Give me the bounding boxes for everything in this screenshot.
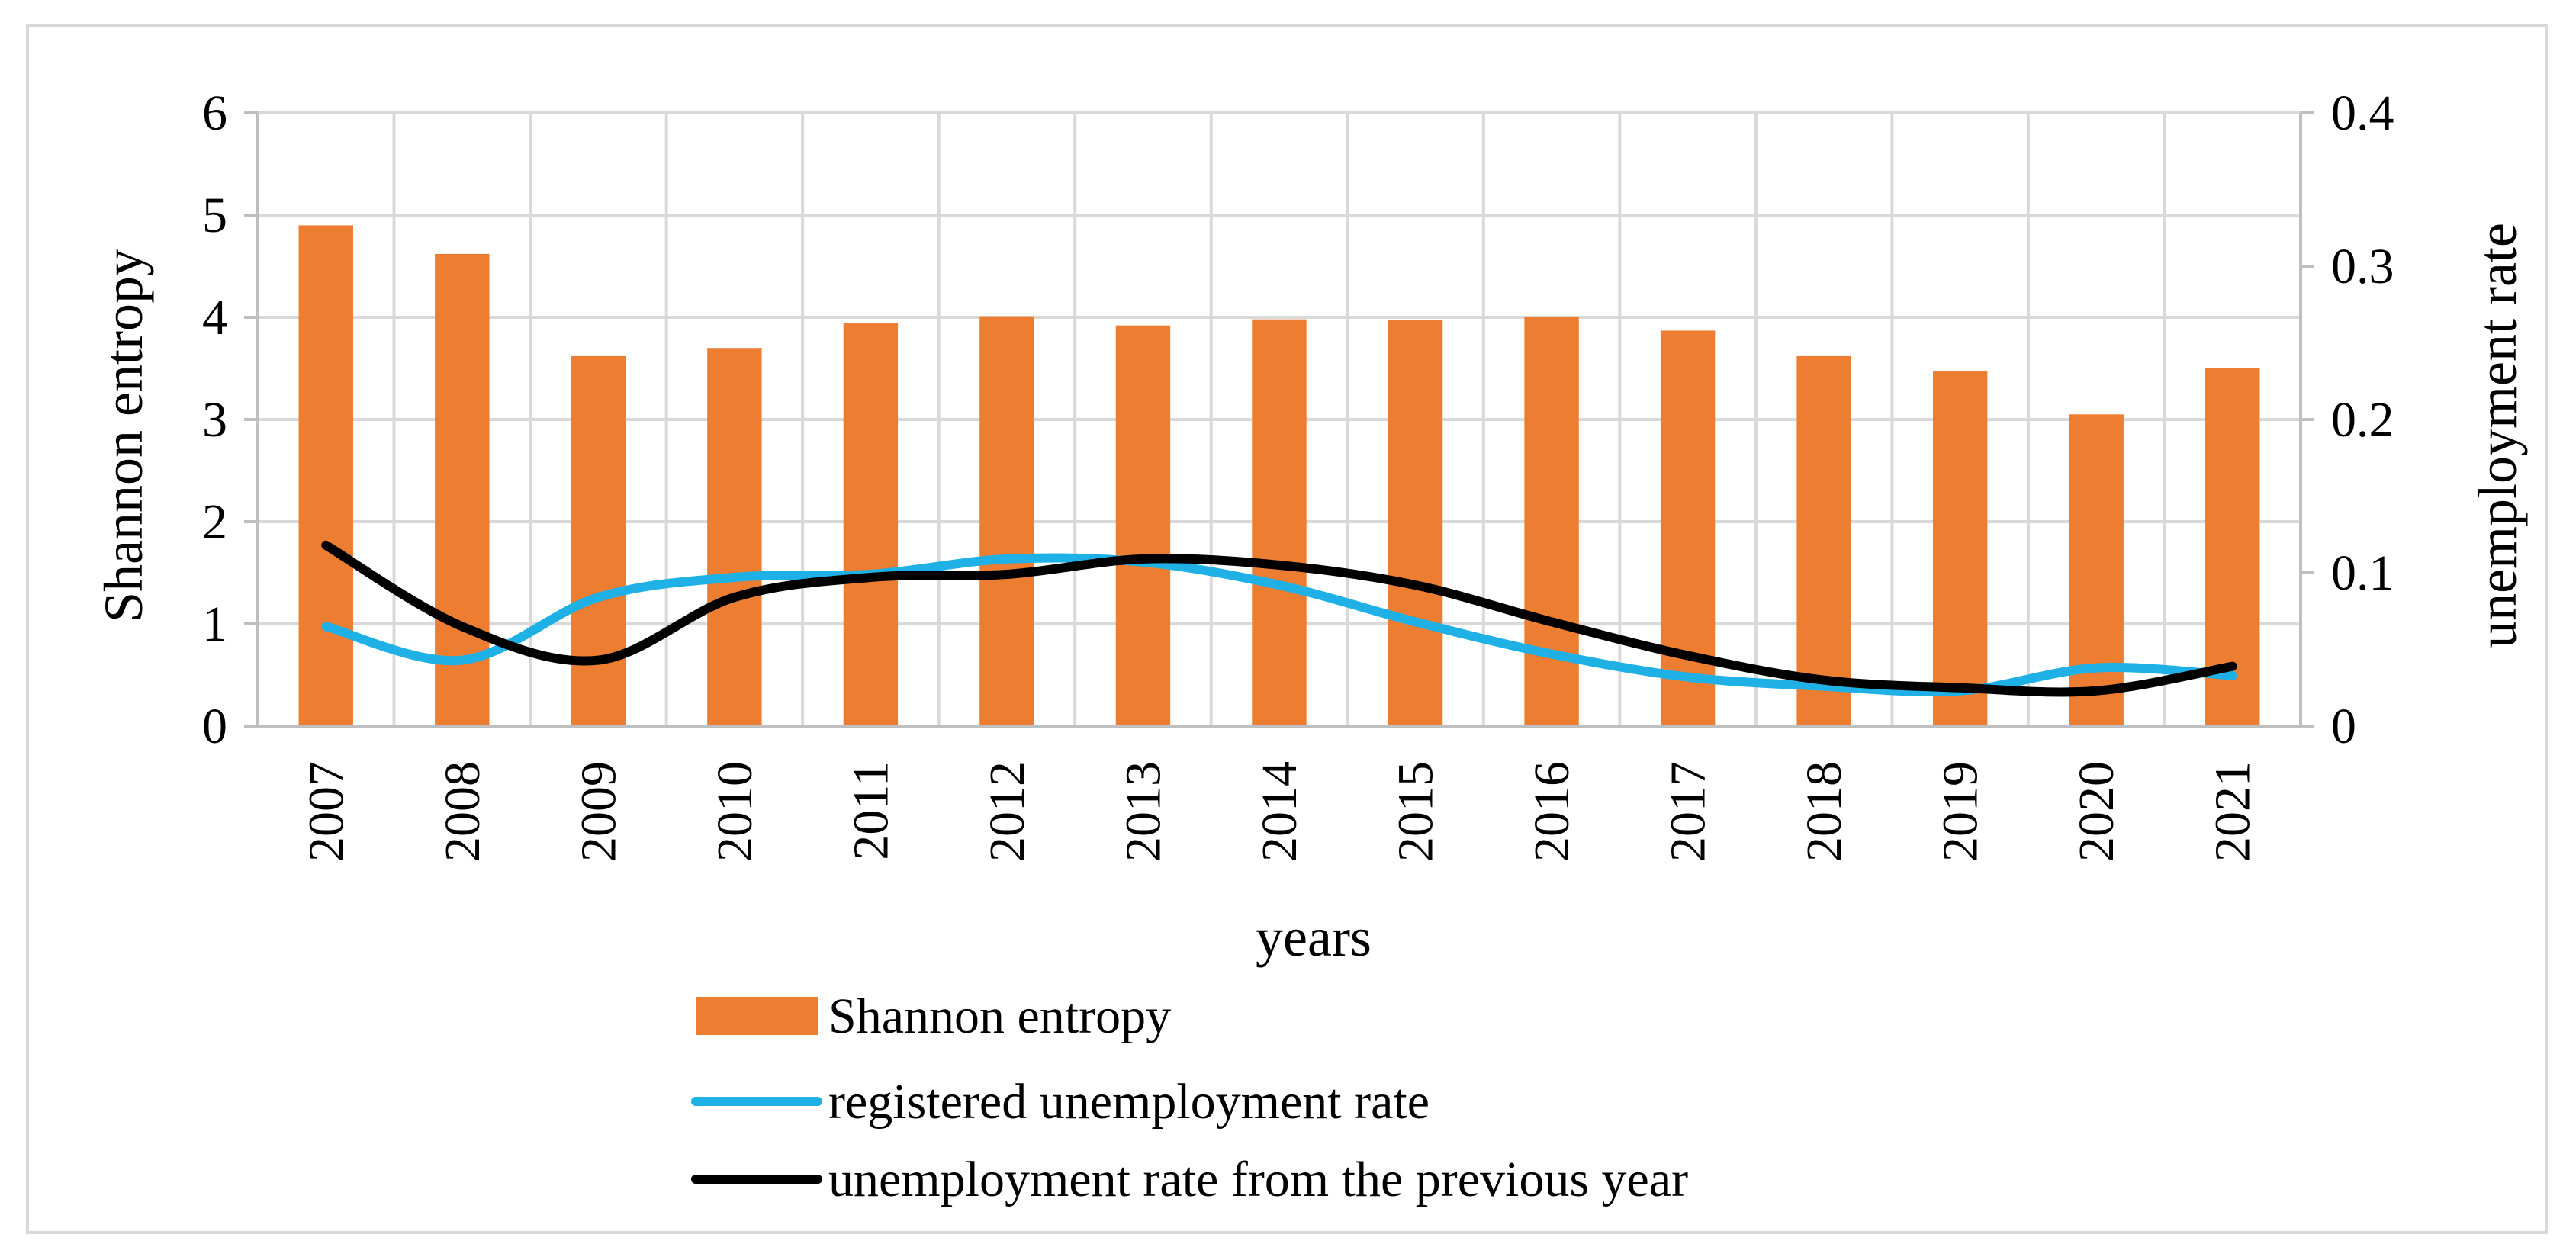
right-tick-label: 0 <box>2331 699 2356 754</box>
bar-shannon-entropy <box>571 355 626 726</box>
x-tick-label: 2018 <box>1796 761 1852 862</box>
bar-shannon-entropy <box>843 323 899 726</box>
bar-shannon-entropy <box>1115 325 1171 727</box>
x-tick-label: 2014 <box>1252 761 1307 862</box>
right-axis-ticks: 0 0.1 0.2 0.3 0.4 <box>2301 85 2394 754</box>
left-tick-label: 6 <box>202 85 227 141</box>
x-tick-label: 2013 <box>1115 761 1171 862</box>
x-tick-label: 2007 <box>298 761 354 862</box>
x-tick-label: 2010 <box>707 761 763 862</box>
bar-shannon-entropy <box>435 253 490 726</box>
x-tick-label: 2019 <box>1933 761 1989 862</box>
bar-shannon-entropy <box>2069 414 2124 726</box>
bar-shannon-entropy <box>1388 320 1443 726</box>
x-tick-label: 2009 <box>571 761 626 862</box>
left-tick-label: 3 <box>202 392 227 448</box>
legend: Shannon entropy registered unemployment … <box>691 988 1688 1207</box>
left-tick-label: 2 <box>202 494 227 550</box>
left-tick-label: 4 <box>202 290 227 346</box>
right-tick-label: 0.4 <box>2331 85 2394 141</box>
line-previous-year-rate <box>321 540 2237 697</box>
line-registered-unemployment-rate <box>321 553 2237 696</box>
left-axis-label: Shannon entropy <box>93 249 154 622</box>
bar-shannon-entropy <box>1660 330 1716 726</box>
right-tick-label: 0.1 <box>2331 545 2394 601</box>
x-tick-label: 2017 <box>1661 761 1716 862</box>
legend-swatch-shannon-entropy <box>696 997 818 1035</box>
bar-shannon-entropy <box>707 348 762 726</box>
x-tick-label: 2021 <box>2205 761 2261 862</box>
x-tick-label: 2008 <box>435 761 490 862</box>
bar-shannon-entropy <box>298 225 353 726</box>
right-axis-label: unemployment rate <box>2467 223 2528 648</box>
x-tick-label: 2016 <box>1524 761 1580 862</box>
bar-shannon-entropy <box>1932 371 1988 726</box>
x-tick-label: 2011 <box>843 761 899 860</box>
legend-label-registered-unemployment-rate: registered unemployment rate <box>828 1074 1430 1130</box>
left-axis-ticks: 0 1 2 3 4 5 6 <box>202 85 258 754</box>
x-axis-ticks: 2007 2008 2009 2010 2011 2012 2013 2014 2015 2016… <box>298 761 2260 862</box>
bar-shannon-entropy <box>1524 317 1579 726</box>
x-axis-label: years <box>1256 907 1372 968</box>
bar-shannon-entropy <box>1252 319 1307 726</box>
bar-shannon-entropy <box>979 316 1034 726</box>
legend-label-shannon-entropy: Shannon entropy <box>828 988 1171 1044</box>
x-tick-label: 2012 <box>979 761 1035 862</box>
left-tick-label: 0 <box>202 699 227 754</box>
bar-series <box>298 225 2260 727</box>
right-tick-label: 0.3 <box>2331 239 2394 294</box>
line-series <box>321 540 2237 697</box>
bar-shannon-entropy <box>1796 355 1851 726</box>
x-tick-label: 2015 <box>1388 761 1444 862</box>
left-tick-label: 1 <box>202 596 227 652</box>
x-tick-label: 2020 <box>2069 761 2124 862</box>
legend-label-previous-year-rate: unemployment rate from the previous year <box>828 1152 1688 1207</box>
right-tick-label: 0.2 <box>2331 392 2394 448</box>
left-tick-label: 5 <box>202 188 227 243</box>
